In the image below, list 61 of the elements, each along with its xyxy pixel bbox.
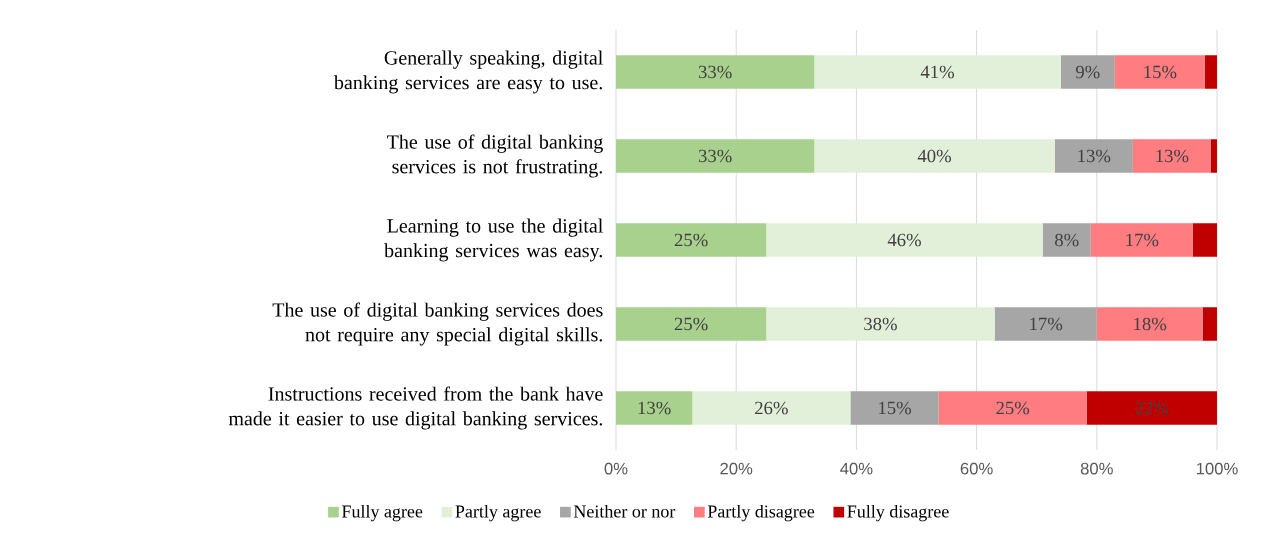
data-label: 13% xyxy=(1156,149,1189,163)
bar xyxy=(1090,223,1193,257)
data-label: 17% xyxy=(1126,233,1159,247)
bar xyxy=(616,55,815,89)
data-label: 13% xyxy=(1078,149,1111,163)
data-label: 17% xyxy=(1030,317,1063,331)
data-label: 25% xyxy=(674,317,708,331)
bar xyxy=(616,139,815,173)
data-label: 8% xyxy=(1055,233,1079,247)
x-tick-label: 40% xyxy=(840,462,873,475)
data-label: 18% xyxy=(1134,317,1167,331)
x-tick-label: 80% xyxy=(1080,462,1113,475)
data-label: 46% xyxy=(887,233,921,247)
bar xyxy=(1086,391,1217,425)
y-tick-label: The use of digital banking services does not require any special digital skills. xyxy=(272,302,603,346)
data-label: 25% xyxy=(674,233,708,247)
legend-label: Partly disagree xyxy=(707,504,815,522)
data-label: 25% xyxy=(996,401,1030,415)
x-tick-label: 20% xyxy=(720,462,753,475)
bar xyxy=(1060,55,1115,89)
bar xyxy=(1204,55,1217,89)
bar xyxy=(938,391,1087,425)
data-label: 38% xyxy=(864,317,897,331)
data-label: 41% xyxy=(920,65,955,79)
data-label: 33% xyxy=(698,65,732,79)
legend-label: Fully disagree xyxy=(847,504,949,522)
data-label: 13% xyxy=(638,401,671,415)
data-label: 33% xyxy=(698,149,732,163)
data-label: 15% xyxy=(1144,65,1177,79)
bar xyxy=(814,55,1061,89)
bar xyxy=(1096,307,1203,341)
bar xyxy=(1042,223,1091,257)
bar xyxy=(616,391,693,425)
bar xyxy=(1114,55,1205,89)
data-label: 40% xyxy=(917,149,951,163)
y-tick-label: Learning to use the digital banking services was easy. xyxy=(384,218,603,262)
bar xyxy=(850,391,939,425)
bar xyxy=(692,391,851,425)
bar xyxy=(1192,223,1217,257)
bar xyxy=(766,223,1043,257)
legend-label: Neither or nor xyxy=(573,504,676,518)
y-tick-label: The use of digital banking services is not frustrating. xyxy=(387,134,603,178)
data-label: 15% xyxy=(879,401,912,415)
bar xyxy=(616,223,767,257)
bar xyxy=(1054,139,1133,173)
bar xyxy=(994,307,1097,341)
data-label: 9% xyxy=(1075,65,1100,79)
data-label: 26% xyxy=(755,401,788,415)
x-tick-label: 100% xyxy=(1196,462,1238,475)
x-tick-label: 0% xyxy=(604,462,628,475)
legend-label: Partly agree xyxy=(455,504,541,522)
bar xyxy=(814,139,1055,173)
bar xyxy=(766,307,995,341)
bar xyxy=(616,307,767,341)
legend-label: Fully agree xyxy=(341,504,423,522)
x-tick-label: 60% xyxy=(960,462,993,475)
data-label: 22% xyxy=(1135,401,1169,415)
y-tick-label: Instructions received from the bank have made it easier to use digital banking services. xyxy=(228,386,603,430)
bar xyxy=(1202,307,1217,341)
y-tick-label: Generally speaking, digital banking services are easy to use. xyxy=(333,50,603,94)
bar xyxy=(1132,139,1211,173)
